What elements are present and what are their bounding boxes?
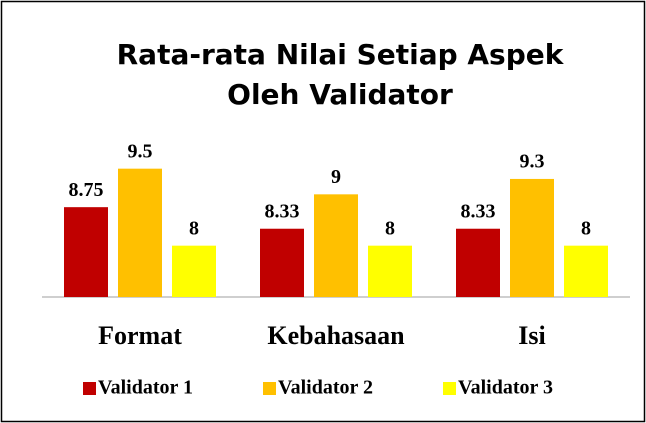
bar [64,207,108,297]
data-label: 9 [331,166,341,188]
data-label: 8.33 [265,200,300,222]
data-label: 8 [189,217,199,239]
legend-swatch [443,382,456,395]
bar [564,245,608,297]
data-label: 8 [581,217,591,239]
bar [260,228,304,297]
bar [510,178,554,297]
data-label: 9.3 [520,151,545,173]
x-tick-label: Isi [518,321,545,350]
bar [118,168,162,297]
chart-title: Oleh Validator [227,78,453,111]
x-tick-label: Kebahasaan [267,321,405,350]
legend-swatch [263,382,276,395]
data-label: 8.75 [69,179,104,201]
bar [314,194,358,297]
data-label: 9.5 [128,140,153,162]
legend-label: Validator 1 [98,377,193,399]
chart-title: Rata-rata Nilai Setiap Aspek [117,38,565,71]
bar [368,245,412,297]
legend-label: Validator 2 [278,377,373,399]
bar [172,245,216,297]
data-label: 8.33 [461,200,496,222]
bar [456,228,500,297]
legend-label: Validator 3 [458,377,553,399]
data-label: 8 [385,217,395,239]
x-tick-label: Format [98,321,182,350]
legend-swatch [83,382,96,395]
